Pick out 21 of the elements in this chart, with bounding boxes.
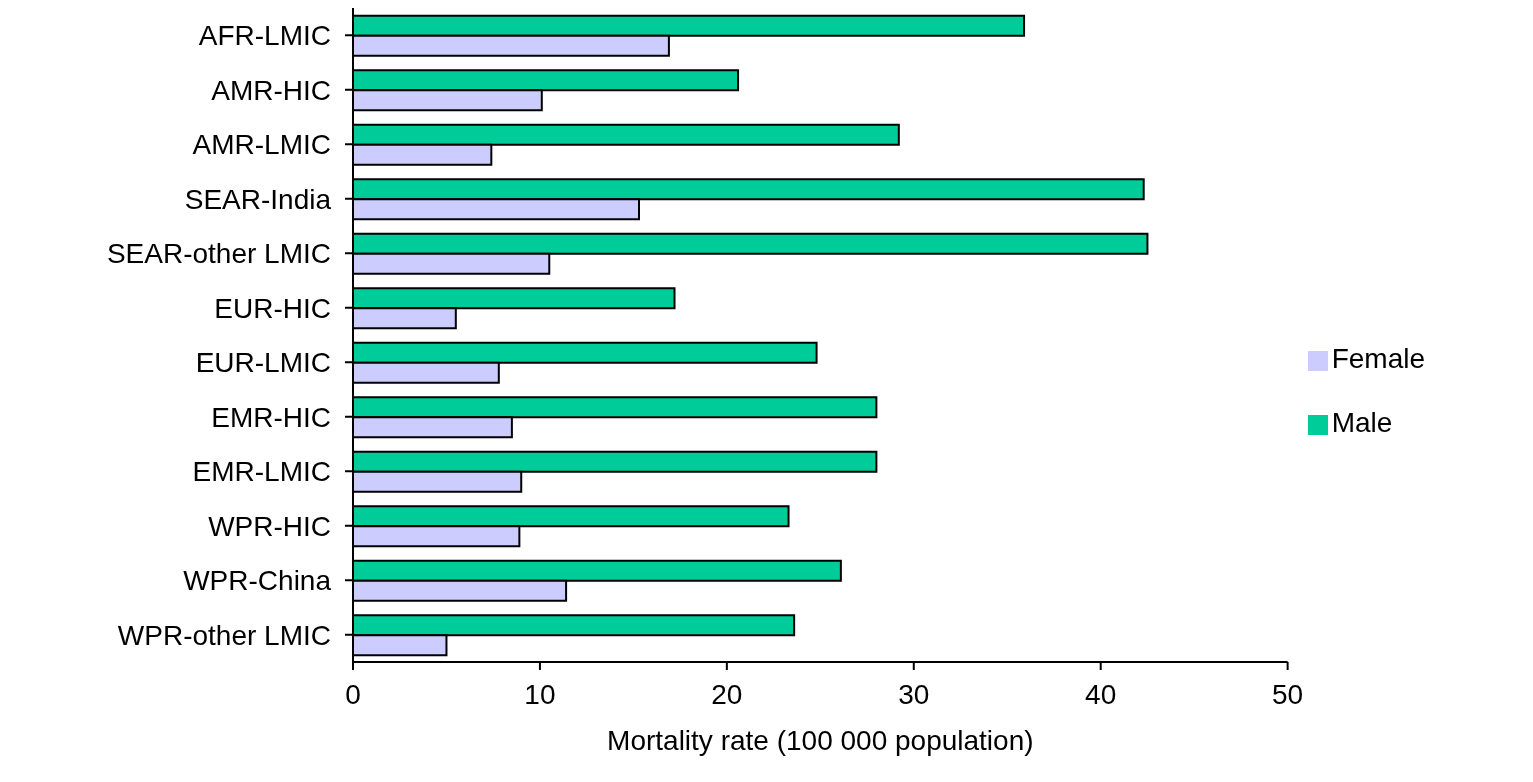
legend-label: Male — [1331, 407, 1393, 438]
y-tick-label: SEAR-India — [184, 183, 332, 215]
x-tick-label: 50 — [1272, 678, 1304, 710]
x-tick-label: 0 — [345, 678, 361, 710]
y-tick-label: WPR-HIC — [208, 510, 331, 542]
y-tick-label: EMR-LMIC — [192, 456, 331, 488]
y-tick-label: AFR-LMIC — [198, 20, 331, 52]
y-tick-label: AMR-HIC — [211, 74, 331, 106]
x-tick-label: 40 — [1085, 678, 1117, 710]
x-tick-label: 30 — [898, 678, 930, 710]
x-tick-label: 10 — [524, 678, 556, 710]
y-tick-label: WPR-China — [183, 565, 332, 597]
x-axis-title: Mortality rate (100 000 population) — [607, 725, 1034, 756]
y-tick-label: SEAR-other LMIC — [106, 238, 331, 270]
y-tick-label: WPR-other LMIC — [117, 619, 331, 651]
y-tick-label: AMR-LMIC — [192, 129, 331, 161]
y-tick-label: EMR-HIC — [211, 401, 331, 433]
y-tick-label: EUR-LMIC — [195, 347, 331, 379]
legend-label: Female — [1331, 343, 1425, 374]
x-tick-label: 20 — [711, 678, 743, 710]
y-tick-label: EUR-HIC — [214, 292, 331, 324]
